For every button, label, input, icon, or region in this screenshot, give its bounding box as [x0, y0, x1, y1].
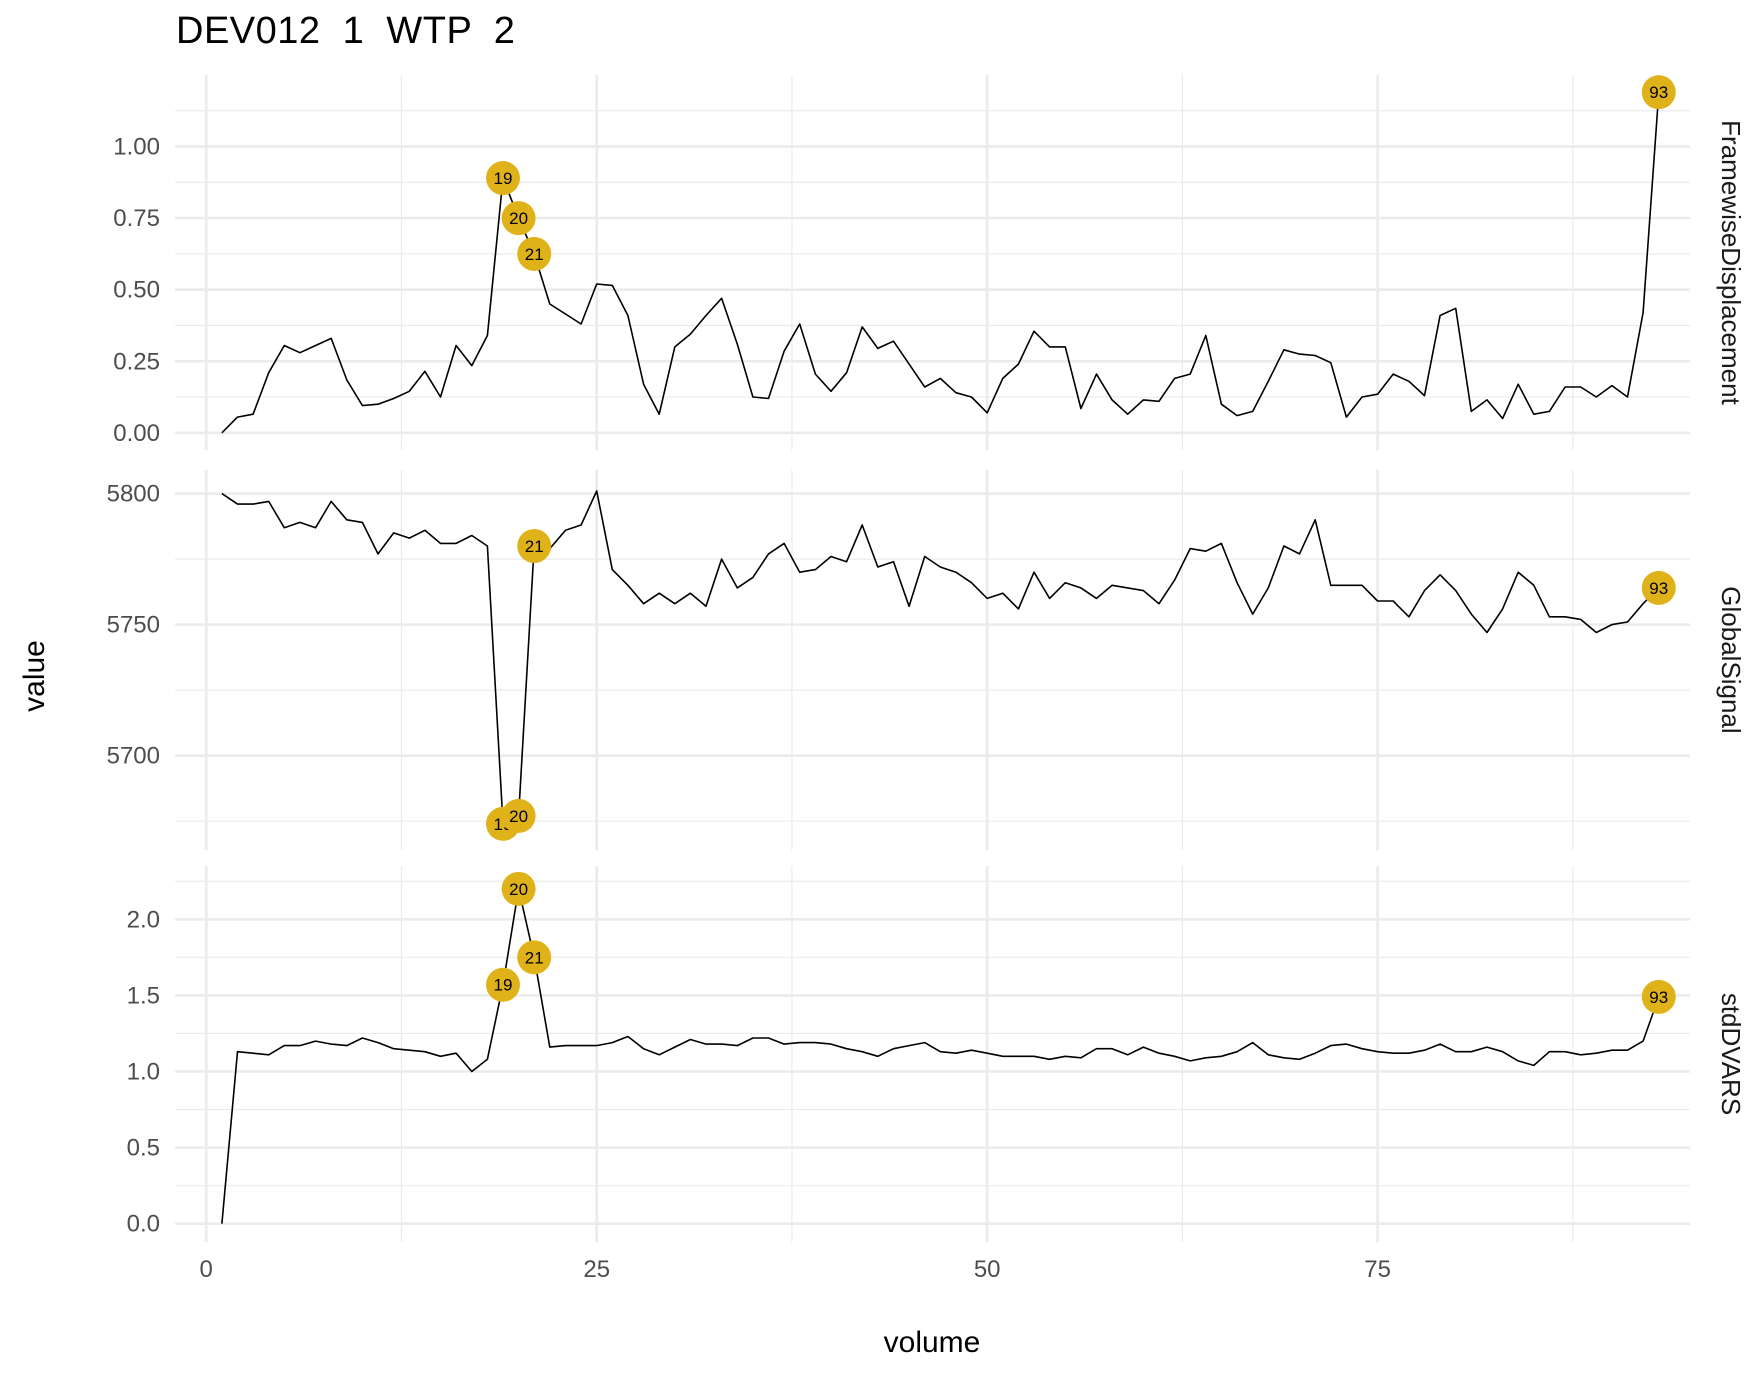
- facet-strip-label: GlobalSignal: [1716, 586, 1746, 733]
- highlight-marker-label: 20: [509, 807, 528, 826]
- highlight-marker: [1641, 570, 1676, 605]
- facet-strip-label: FramewiseDisplacement: [1716, 120, 1746, 405]
- chart-title: DEV012 1 WTP 2: [176, 10, 516, 52]
- highlight-marker-label: 19: [494, 169, 513, 188]
- y-tick-label: 0.0: [127, 1211, 160, 1238]
- highlight-marker-label: 21: [525, 245, 544, 264]
- y-tick-label: 5800: [107, 481, 160, 508]
- highlight-marker-label: 20: [509, 880, 528, 899]
- highlight-marker-label: 21: [525, 948, 544, 967]
- y-tick-label: 0.5: [127, 1135, 160, 1162]
- x-tick-label: 25: [583, 1256, 610, 1283]
- highlight-marker-label: 93: [1649, 579, 1668, 598]
- series-line-stdDVARS: [221, 887, 1660, 1224]
- facet-strip-label: stdDVARS: [1716, 993, 1746, 1115]
- y-tick-label: 0.00: [113, 420, 160, 447]
- highlight-marker: [501, 871, 536, 906]
- highlight-marker-label: 19: [494, 976, 513, 995]
- y-tick-label: 5750: [107, 612, 160, 639]
- highlight-marker: [1641, 75, 1676, 110]
- y-axis-title: value: [18, 640, 51, 712]
- highlight-marker: [485, 967, 520, 1002]
- highlight-marker: [517, 940, 552, 975]
- y-tick-label: 1.0: [127, 1059, 160, 1086]
- facet-panels: 0.000.250.500.751.0019202193FramewiseDis…: [107, 75, 1746, 1283]
- highlight-marker: [501, 798, 536, 833]
- highlight-marker-label: 21: [525, 537, 544, 556]
- highlight-marker: [517, 236, 552, 271]
- highlight-marker: [485, 161, 520, 196]
- highlight-marker: [1641, 979, 1676, 1014]
- y-tick-label: 0.50: [113, 277, 160, 304]
- facet-FramewiseDisplacement: 0.00 0.25 0.50 0.75 1.00 19 20 21 93 FramewiseDis…: [113, 75, 1746, 450]
- x-tick-label: 0: [200, 1256, 213, 1283]
- series-line-FramewiseDisplacement: [221, 92, 1660, 434]
- x-tick-label: 75: [1364, 1256, 1391, 1283]
- highlight-marker: [517, 529, 552, 563]
- y-tick-label: 0.75: [113, 205, 160, 232]
- series-line-GlobalSignal: [221, 490, 1660, 825]
- x-axis-title: volume: [884, 1326, 981, 1359]
- facet-stdDVARS: 0.0 0.5 1.0 1.5 2.0 19 20 21 93 stdDVARS: [127, 866, 1746, 1242]
- y-tick-label: 1.00: [113, 134, 160, 161]
- highlight-marker-label: 93: [1649, 83, 1668, 102]
- y-tick-label: 5700: [107, 743, 160, 770]
- highlight-marker-label: 20: [509, 209, 528, 228]
- y-tick-label: 0.25: [113, 348, 160, 375]
- x-tick-label: 50: [974, 1256, 1001, 1283]
- y-tick-label: 1.5: [127, 982, 160, 1009]
- highlight-marker-label: 93: [1649, 988, 1668, 1007]
- y-tick-label: 2.0: [127, 906, 160, 933]
- highlight-marker: [501, 201, 536, 236]
